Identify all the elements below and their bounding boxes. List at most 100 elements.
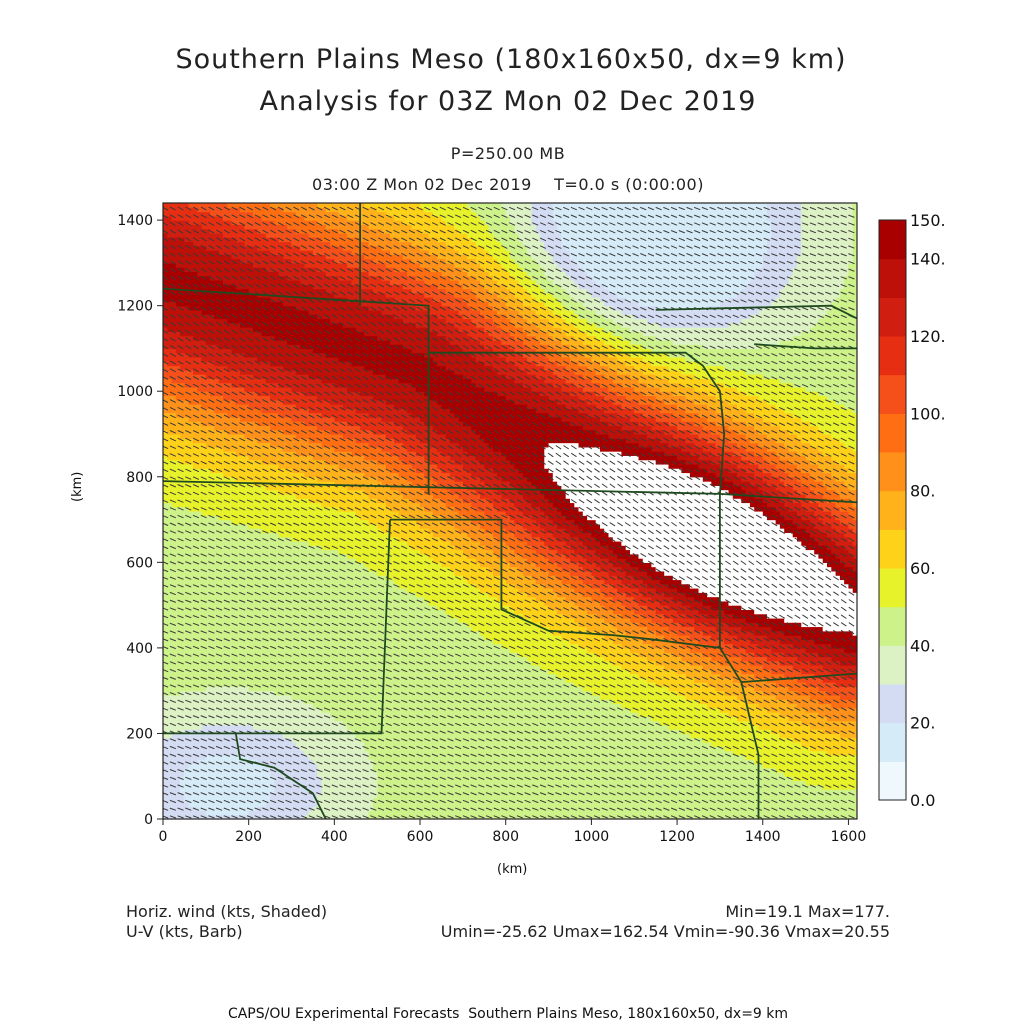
field-cell [219,387,224,392]
field-cell [283,656,288,661]
field-cell [266,271,271,276]
field-cell [232,455,237,460]
field-cell [296,742,301,747]
field-cell [296,597,301,602]
field-cell [167,203,172,208]
field-cell [283,738,288,743]
field-cell [296,425,301,430]
field-cell [283,408,288,413]
field-cell [244,473,249,478]
field-cell [189,434,194,439]
field-cell [283,451,288,456]
field-cell [249,618,254,623]
field-cell [172,656,177,661]
field-cell [210,704,215,709]
field-cell [244,203,249,208]
field-cell [197,502,202,507]
field-cell [262,532,267,537]
field-cell [253,810,258,815]
field-cell [206,639,211,644]
field-cell [266,319,271,324]
field-cell [300,511,305,516]
field-cell [283,562,288,567]
field-cell [296,810,301,815]
field-cell [292,216,297,221]
field-cell [193,532,198,537]
field-cell [279,695,284,700]
field-cell [249,319,254,324]
field-cell [304,327,309,332]
field-cell [283,425,288,430]
field-cell [300,802,305,807]
field-cell [240,203,245,208]
field-cell [163,203,168,208]
field-cell [227,502,232,507]
field-cell [214,627,219,632]
field-cell [167,810,172,815]
field-cell [180,280,185,285]
field-cell [189,751,194,756]
field-cell [279,627,284,632]
field-cell [270,271,275,276]
field-cell [227,357,232,362]
field-cell [253,648,258,653]
field-cell [249,396,254,401]
field-cell [257,511,262,516]
field-cell [163,627,168,632]
field-cell [257,434,262,439]
field-cell [219,674,224,679]
field-cell [274,485,279,490]
field-cell [176,742,181,747]
field-cell [266,704,271,709]
field-cell [210,550,215,555]
field-cell [223,648,228,653]
field-cell [210,242,215,247]
field-cell [253,254,258,259]
field-cell [206,353,211,358]
field-cell [262,772,267,777]
field-cell [296,579,301,584]
field-cell [202,464,207,469]
field-cell [184,271,189,276]
field-cell [184,263,189,268]
field-cell [214,455,219,460]
field-cell [300,464,305,469]
field-cell [214,704,219,709]
field-cell [300,704,305,709]
field-cell [244,271,249,276]
field-cell [206,627,211,632]
field-cell [193,609,198,614]
field-cell [214,579,219,584]
field-cell [202,473,207,478]
field-cell [167,781,172,786]
field-cell [240,233,245,238]
field-cell [287,357,292,362]
field-cell [257,464,262,469]
field-cell [292,579,297,584]
field-cell [266,627,271,632]
field-cell [270,648,275,653]
field-cell [189,404,194,409]
field-cell [253,772,258,777]
field-cell [309,725,314,730]
field-cell [244,776,249,781]
field-cell [262,387,267,392]
field-cell [167,310,172,315]
field-cell [206,357,211,362]
field-cell [210,810,215,815]
field-cell [236,331,241,336]
field-cell [304,579,309,584]
field-cell [180,464,185,469]
field-cell [206,233,211,238]
field-cell [210,511,215,516]
field-cell [283,793,288,798]
field-cell [292,348,297,353]
field-cell [163,695,168,700]
field-cell [236,271,241,276]
field-cell [240,627,245,632]
field-cell [197,254,202,259]
field-cell [304,242,309,247]
field-cell [292,254,297,259]
field-cell [236,404,241,409]
field-cell [206,772,211,777]
